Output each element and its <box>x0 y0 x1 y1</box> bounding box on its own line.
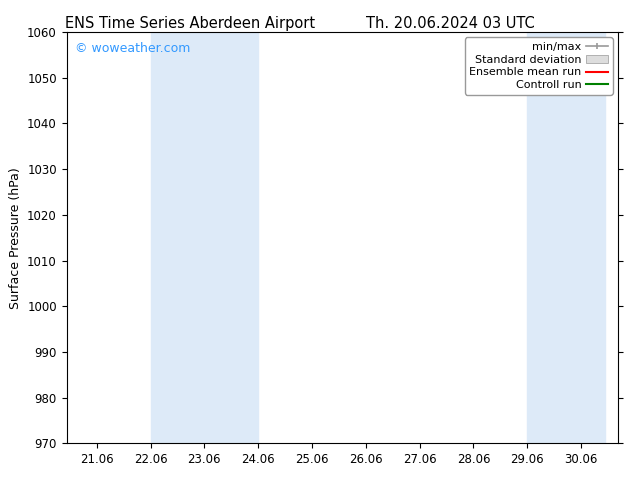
Text: ENS Time Series Aberdeen Airport: ENS Time Series Aberdeen Airport <box>65 16 315 31</box>
Text: © woweather.com: © woweather.com <box>75 42 190 55</box>
Text: Th. 20.06.2024 03 UTC: Th. 20.06.2024 03 UTC <box>366 16 534 31</box>
Bar <box>527 32 605 443</box>
Bar <box>150 32 258 443</box>
Legend: min/max, Standard deviation, Ensemble mean run, Controll run: min/max, Standard deviation, Ensemble me… <box>465 37 612 95</box>
Y-axis label: Surface Pressure (hPa): Surface Pressure (hPa) <box>8 167 22 309</box>
